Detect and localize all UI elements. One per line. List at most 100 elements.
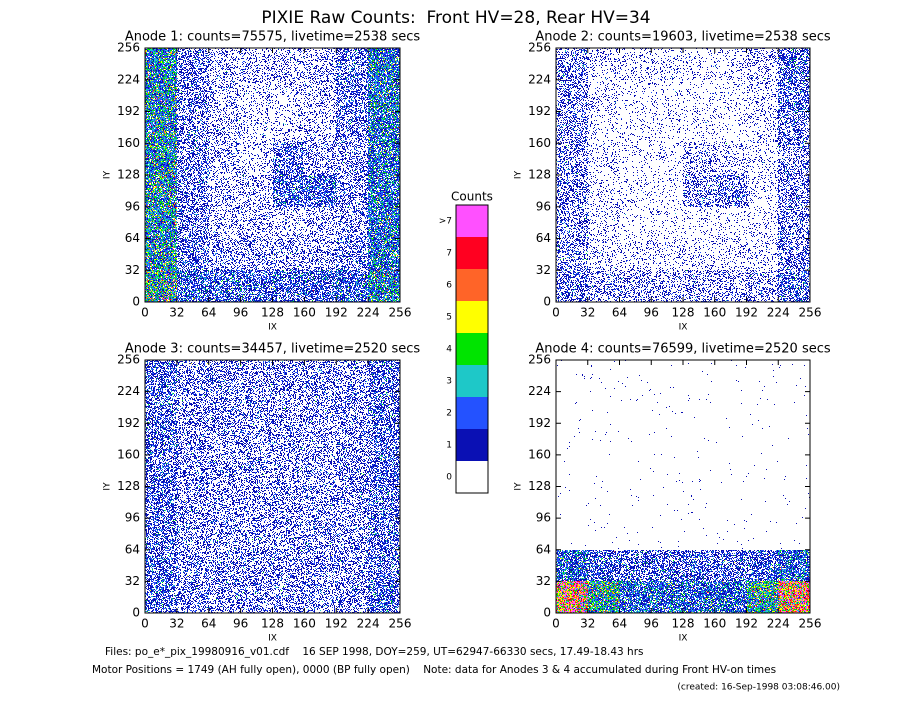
count-dots [592, 396, 611, 413]
count-dots [380, 600, 381, 601]
count-dots [383, 459, 384, 460]
count-dots [675, 213, 676, 214]
count-dots [336, 581, 368, 613]
y-tick-label: 96 [536, 511, 551, 525]
colorbar-segment [456, 461, 488, 493]
count-dots [172, 239, 176, 243]
y-tick-label: 64 [125, 542, 140, 556]
count-dots [149, 123, 151, 125]
count-dots [336, 581, 362, 608]
count-dots [274, 455, 304, 486]
count-dots [241, 487, 273, 518]
count-dots [387, 51, 388, 52]
count-dots [304, 455, 336, 487]
count-dots [241, 49, 273, 79]
count-dots [209, 143, 241, 175]
count-dots [588, 239, 620, 270]
count-dots [304, 550, 336, 581]
count-dots [279, 86, 297, 111]
count-dots [573, 257, 574, 258]
count-dots [209, 208, 241, 238]
x-tick-label: 0 [552, 306, 560, 320]
count-dots [145, 143, 177, 175]
count-dots [273, 143, 304, 175]
count-dots [368, 112, 400, 143]
count-dots [750, 398, 775, 421]
count-dots [369, 550, 370, 551]
count-dots [239, 120, 240, 121]
count-dots [368, 455, 400, 487]
count-dots [331, 505, 332, 506]
y-tick-label: 160 [528, 136, 551, 150]
count-dots [241, 207, 273, 239]
count-dots [179, 80, 208, 112]
colorbar-segment [456, 237, 488, 269]
count-dots [683, 551, 715, 581]
count-dots [715, 66, 716, 67]
count-dots [731, 360, 746, 391]
count-dots [305, 270, 333, 301]
count-dots [797, 196, 798, 197]
count-dots [624, 93, 648, 106]
count-dots [192, 453, 193, 454]
count-dots [360, 496, 361, 497]
count-dots [651, 80, 683, 112]
footer-motor: Motor Positions = 1749 (AH fully open), … [92, 664, 776, 676]
count-dots [620, 207, 651, 239]
count-dots [336, 146, 362, 175]
count-dots [690, 275, 699, 300]
count-dots [368, 550, 400, 581]
colorbar-segment [456, 365, 488, 397]
x-tick-label: 96 [644, 617, 659, 631]
count-dots [197, 584, 198, 585]
count-dots [242, 532, 266, 545]
count-dots [556, 80, 588, 112]
count-dots [715, 112, 747, 143]
count-dots [145, 550, 177, 581]
count-dots [706, 122, 707, 123]
count-dots [304, 112, 336, 143]
count-dots [145, 48, 176, 80]
count-dots [747, 270, 778, 302]
count-dots [145, 240, 177, 269]
colorbar-label: >7 [439, 217, 452, 227]
x-tick-label: 224 [767, 306, 790, 320]
count-dots [340, 456, 367, 486]
count-dots [652, 393, 683, 415]
count-dots [651, 48, 683, 80]
count-dots [301, 550, 302, 551]
count-dots [177, 115, 209, 142]
count-dots [312, 440, 313, 441]
x-tick-label: 224 [357, 617, 380, 631]
count-dots [620, 270, 651, 302]
count-dots [594, 476, 603, 484]
count-dots [799, 288, 800, 289]
count-dots [369, 48, 400, 80]
count-dots [241, 175, 273, 207]
count-dots [747, 80, 778, 112]
count-dots [683, 81, 715, 112]
y-tick-label: 160 [528, 447, 551, 461]
count-dots [558, 50, 587, 72]
count-dots [620, 143, 651, 174]
y-tick-label: 128 [117, 168, 140, 182]
count-dots [368, 176, 400, 204]
y-tick-label: 0 [132, 606, 140, 620]
count-dots [568, 100, 569, 101]
count-dots [145, 48, 177, 80]
count-dots [683, 581, 715, 613]
x-axis-label: IX [268, 323, 277, 333]
count-dots [628, 434, 650, 442]
count-dots [778, 80, 810, 112]
count-dots [274, 176, 303, 207]
y-axis-label: IY [514, 170, 524, 179]
count-dots [273, 553, 303, 579]
count-dots [336, 112, 368, 143]
x-tick-label: 160 [703, 306, 726, 320]
count-dots [177, 80, 209, 112]
y-tick-label: 256 [528, 41, 551, 55]
count-dots [620, 175, 651, 207]
count-dots [683, 143, 715, 175]
count-dots [278, 48, 304, 73]
